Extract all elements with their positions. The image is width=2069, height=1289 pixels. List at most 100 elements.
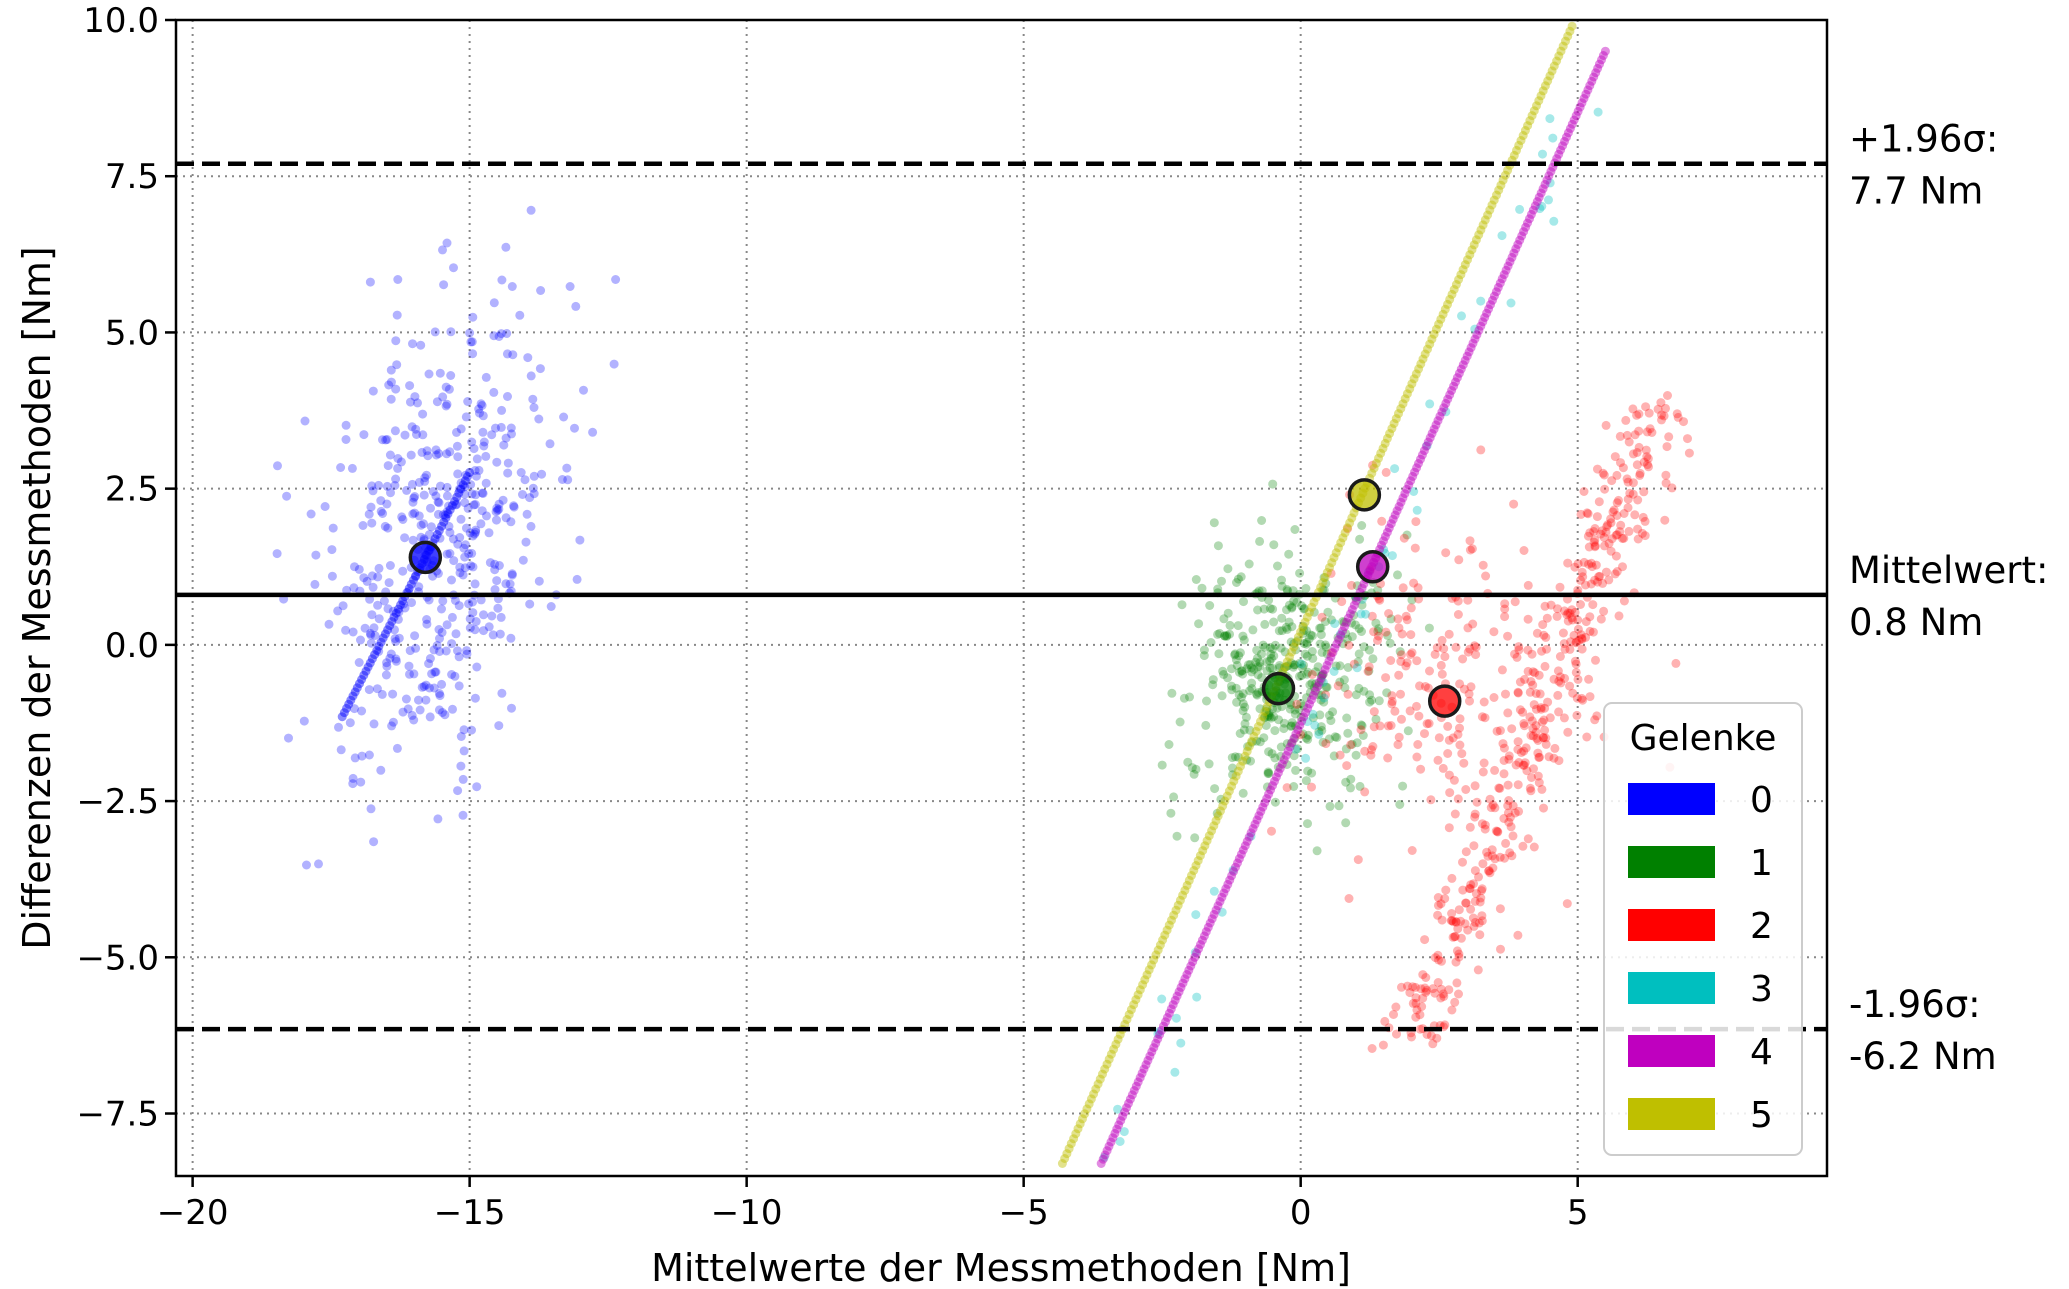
- data-point: [1536, 188, 1546, 198]
- data-point: [1612, 498, 1622, 508]
- data-point: [452, 492, 462, 502]
- data-point: [1476, 893, 1486, 903]
- data-point: [386, 365, 396, 375]
- data-point: [1282, 624, 1292, 634]
- data-point: [1296, 659, 1306, 669]
- data-point: [1436, 899, 1446, 909]
- data-point: [1565, 644, 1575, 654]
- data-point: [1187, 871, 1196, 880]
- data-point: [438, 510, 448, 520]
- data-point: [1238, 788, 1248, 798]
- data-point: [1098, 1069, 1107, 1079]
- data-point: [1326, 716, 1336, 726]
- data-point: [1242, 664, 1252, 674]
- data-point: [1279, 718, 1289, 728]
- data-point: [1526, 786, 1536, 796]
- data-point: [1138, 980, 1148, 990]
- data-point: [444, 384, 454, 394]
- data-point: [1468, 338, 1478, 348]
- data-point: [507, 429, 516, 439]
- data-point: [496, 329, 506, 339]
- data-point: [1308, 713, 1318, 723]
- data-point: [342, 585, 352, 595]
- data-point: [1316, 582, 1326, 592]
- data-point: [1436, 984, 1446, 994]
- data-point: [1497, 274, 1507, 284]
- data-point: [1472, 797, 1482, 807]
- data-point: [1369, 707, 1379, 717]
- data-point: [1349, 600, 1359, 610]
- data-point: [1112, 1124, 1122, 1134]
- data-point: [1291, 765, 1301, 775]
- data-point: [1454, 905, 1464, 915]
- data-point: [1509, 248, 1519, 258]
- data-point: [1552, 154, 1562, 164]
- data-point: [503, 392, 512, 401]
- data-point: [1257, 673, 1267, 683]
- data-point: [1429, 424, 1439, 434]
- data-point: [1267, 749, 1277, 759]
- data-point: [1570, 656, 1580, 666]
- data-point: [1624, 526, 1634, 536]
- data-point: [1312, 682, 1322, 692]
- data-point: [1623, 503, 1633, 513]
- data-point: [1221, 884, 1231, 894]
- data-point: [579, 385, 588, 395]
- data-point: [1317, 690, 1327, 700]
- data-point: [1469, 841, 1479, 851]
- data-point: [1585, 528, 1595, 538]
- data-point: [377, 689, 387, 699]
- data-point: [1220, 796, 1230, 806]
- data-points: [272, 21, 1694, 1168]
- data-point: [1480, 313, 1490, 322]
- data-point: [503, 468, 513, 478]
- data-point: [465, 528, 475, 538]
- data-point: [1554, 149, 1564, 159]
- data-point: [1342, 617, 1351, 627]
- data-point: [1307, 602, 1317, 612]
- data-point: [501, 242, 511, 252]
- data-point: [1220, 631, 1230, 641]
- data-point: [1406, 476, 1416, 486]
- data-point: [1441, 398, 1451, 408]
- data-point: [450, 595, 460, 605]
- data-point: [434, 525, 444, 535]
- data-point: [1220, 631, 1230, 641]
- data-point: [1213, 541, 1223, 551]
- data-point: [1266, 785, 1276, 795]
- data-point: [1396, 689, 1405, 699]
- data-point: [1312, 846, 1322, 856]
- data-point: [374, 614, 384, 624]
- data-point: [1270, 797, 1280, 807]
- data-point: [1162, 1013, 1172, 1022]
- data-point: [1345, 518, 1355, 528]
- data-point: [1467, 245, 1477, 255]
- data-point: [1266, 653, 1276, 663]
- data-point: [1527, 649, 1537, 659]
- data-point: [521, 537, 531, 547]
- data-point: [1194, 619, 1204, 629]
- data-point: [1297, 663, 1307, 673]
- data-point: [1243, 660, 1253, 670]
- data-point: [419, 490, 429, 500]
- data-point: [342, 703, 351, 713]
- data-point: [1242, 755, 1252, 765]
- data-point: [1342, 761, 1352, 771]
- data-point: [1428, 1039, 1438, 1049]
- data-point: [1526, 209, 1536, 219]
- data-point: [1253, 688, 1263, 697]
- data-point: [1264, 710, 1274, 720]
- data-point: [1519, 746, 1529, 756]
- data-point: [1411, 369, 1421, 379]
- data-point: [1139, 1064, 1149, 1074]
- data-point: [454, 652, 464, 662]
- data-point: [1482, 847, 1492, 857]
- data-point: [454, 601, 464, 611]
- data-point: [1327, 648, 1336, 658]
- data-point: [1352, 738, 1362, 748]
- data-point: [1470, 917, 1480, 927]
- data-point: [1319, 573, 1329, 582]
- data-point: [1506, 822, 1516, 832]
- data-point: [1262, 782, 1272, 792]
- data-point: [1559, 639, 1569, 649]
